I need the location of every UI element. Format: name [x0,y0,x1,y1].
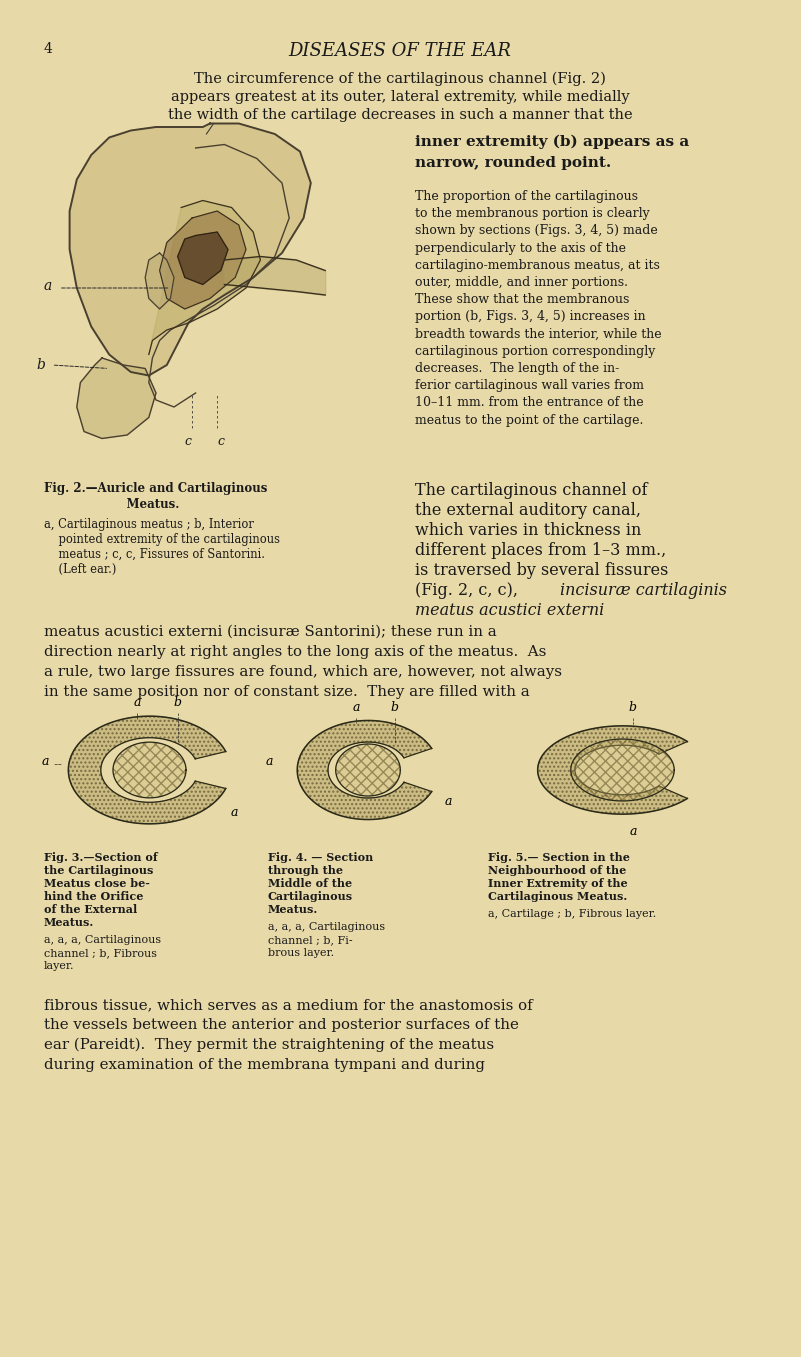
Text: a: a [629,825,637,837]
Text: a: a [134,696,141,710]
Text: a: a [352,700,360,714]
Text: b: b [36,358,45,372]
Text: b: b [174,696,182,710]
Text: in the same position nor of constant size.  They are filled with a: in the same position nor of constant siz… [44,685,529,699]
Text: channel ; b, Fibrous: channel ; b, Fibrous [44,949,157,958]
Text: hind the Orifice: hind the Orifice [44,892,143,902]
Text: a rule, two large fissures are found, which are, however, not always: a rule, two large fissures are found, wh… [44,665,562,678]
Text: a, a, a, Cartilaginous: a, a, a, Cartilaginous [44,935,161,944]
Text: Fig. 5.— Section in the: Fig. 5.— Section in the [488,852,630,863]
Text: narrow, rounded point.: narrow, rounded point. [415,156,611,170]
Polygon shape [68,716,226,824]
Text: inner extremity (b) appears as a: inner extremity (b) appears as a [415,134,689,149]
Text: pointed extremity of the cartilaginous: pointed extremity of the cartilaginous [44,533,280,546]
Text: c: c [217,436,224,448]
Text: b: b [629,700,637,714]
Polygon shape [159,210,246,309]
Text: c: c [185,436,192,448]
Text: the external auditory canal,: the external auditory canal, [415,502,641,518]
Text: a: a [42,754,50,768]
Polygon shape [149,201,260,354]
Text: Middle of the: Middle of the [268,878,352,889]
Text: meatus acustici externi (incisuræ Santorini); these run in a: meatus acustici externi (incisuræ Santor… [44,626,497,639]
Text: Inner Extremity of the: Inner Extremity of the [488,878,628,889]
Text: Meatus.: Meatus. [268,904,318,915]
Polygon shape [145,252,174,309]
Text: appears greatest at its outer, lateral extremity, while medially: appears greatest at its outer, lateral e… [171,90,630,104]
Text: Fig. 4. — Section: Fig. 4. — Section [268,852,373,863]
Text: Cartilaginous: Cartilaginous [268,892,353,902]
Text: The circumference of the cartilaginous channel (Fig. 2): The circumference of the cartilaginous c… [194,72,606,87]
Text: meatus acustici externi: meatus acustici externi [415,603,604,619]
Text: channel ; b, Fi-: channel ; b, Fi- [268,935,352,944]
Text: a: a [231,806,239,818]
Text: a, a, a, Cartilaginous: a, a, a, Cartilaginous [268,921,385,932]
Polygon shape [77,358,156,438]
Text: (Fig. 2, c, c),: (Fig. 2, c, c), [415,582,523,598]
Text: ear (Pareidt).  They permit the straightening of the meatus: ear (Pareidt). They permit the straighte… [44,1038,494,1053]
Text: Meatus.: Meatus. [44,498,179,512]
Text: The proportion of the cartilaginous
to the membranous portion is clearly
shown b: The proportion of the cartilaginous to t… [415,190,662,426]
Polygon shape [178,232,228,285]
Text: Fig. 2.—Auricle and Cartilaginous: Fig. 2.—Auricle and Cartilaginous [44,482,268,495]
Text: is traversed by several fissures: is traversed by several fissures [415,562,668,579]
Text: a, Cartilaginous meatus ; b, Interior: a, Cartilaginous meatus ; b, Interior [44,518,254,531]
Text: (Left ear.): (Left ear.) [44,563,116,575]
Polygon shape [297,721,432,820]
Text: Cartilaginous Meatus.: Cartilaginous Meatus. [488,892,627,902]
Polygon shape [336,744,400,797]
Text: Fig. 3.—Section of: Fig. 3.—Section of [44,852,158,863]
Text: b: b [391,700,399,714]
Text: which varies in thickness in: which varies in thickness in [415,522,642,539]
Text: the Cartilaginous: the Cartilaginous [44,864,153,877]
Polygon shape [70,123,311,376]
Text: the vessels between the anterior and posterior surfaces of the: the vessels between the anterior and pos… [44,1018,519,1033]
Text: The cartilaginous channel of: The cartilaginous channel of [415,482,647,499]
Text: meatus ; c, c, Fissures of Santorini.: meatus ; c, c, Fissures of Santorini. [44,548,265,560]
Text: during examination of the membrana tympani and during: during examination of the membrana tympa… [44,1058,485,1072]
Text: Neighbourhood of the: Neighbourhood of the [488,864,626,877]
Text: incisuræ cartilaginis: incisuræ cartilaginis [560,582,727,598]
Text: layer.: layer. [44,961,74,972]
Text: of the External: of the External [44,904,137,915]
Text: the width of the cartilage decreases in such a manner that the: the width of the cartilage decreases in … [167,109,632,122]
Text: Meatus.: Meatus. [44,917,95,928]
Text: a: a [44,280,52,293]
Text: fibrous tissue, which serves as a medium for the anastomosis of: fibrous tissue, which serves as a medium… [44,997,533,1012]
Text: a: a [445,795,453,807]
Text: direction nearly at right angles to the long axis of the meatus.  As: direction nearly at right angles to the … [44,645,546,660]
Text: a, Cartilage ; b, Fibrous layer.: a, Cartilage ; b, Fibrous layer. [488,909,656,919]
Text: DISEASES OF THE EAR: DISEASES OF THE EAR [288,42,511,60]
Text: different places from 1–3 mm.,: different places from 1–3 mm., [415,541,666,559]
Text: through the: through the [268,864,343,877]
Text: Meatus close be-: Meatus close be- [44,878,150,889]
Text: a: a [266,754,273,768]
Polygon shape [537,726,687,814]
Polygon shape [571,740,674,801]
Text: 4: 4 [44,42,53,56]
Text: brous layer.: brous layer. [268,949,334,958]
Polygon shape [113,742,186,798]
